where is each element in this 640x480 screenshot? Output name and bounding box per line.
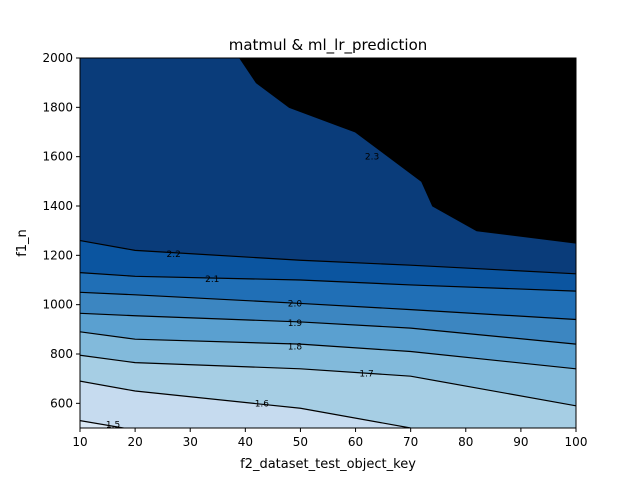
- y-tick-label: 2000: [42, 51, 73, 65]
- contour-labels: 1.5 1.6 1.7 1.8 1.9 2.0 2.1 2.2 2.3: [106, 153, 379, 431]
- contour-label: 1.5: [106, 420, 120, 430]
- y-tick-label: 800: [50, 347, 73, 361]
- contour-label: 1.6: [255, 399, 270, 409]
- contour-line: [80, 291, 576, 321]
- contour-label: 1.9: [288, 319, 303, 329]
- x-tick-label: 90: [513, 435, 528, 449]
- contour-band: [239, 58, 576, 243]
- y-tick-label: 1400: [42, 199, 73, 213]
- contour-line: [80, 312, 576, 345]
- x-tick-label: 100: [565, 435, 588, 449]
- contour-line: [80, 380, 411, 428]
- x-axis-label: f2_dataset_test_object_key: [240, 457, 416, 472]
- chart-title: matmul & ml_lr_prediction: [229, 36, 428, 55]
- x-tick-label: 10: [72, 435, 87, 449]
- y-tick-label: 1200: [42, 248, 73, 262]
- contour-line: [80, 420, 128, 428]
- y-tick-label: 1600: [42, 150, 73, 164]
- contour-lines: [80, 58, 576, 428]
- plot-frame: [79, 57, 577, 429]
- contour-line: [239, 58, 576, 244]
- contour-label: 2.3: [365, 153, 379, 163]
- x-tick-label: 60: [348, 435, 363, 449]
- y-tick-label: 600: [50, 396, 73, 410]
- y-tick-label: 1800: [42, 100, 73, 114]
- x-axis: 10 20 30 40 50 60 70 80 90 100: [72, 428, 587, 449]
- x-tick-label: 30: [183, 435, 198, 449]
- contour-bands: [80, 58, 576, 428]
- contour-label: 2.1: [205, 275, 219, 285]
- contour-label: 2.0: [288, 299, 303, 309]
- y-axis-label: f1_n: [15, 229, 30, 257]
- x-tick-label: 70: [403, 435, 418, 449]
- x-tick-label: 40: [238, 435, 253, 449]
- x-tick-label: 50: [293, 435, 308, 449]
- contour-line: [80, 354, 576, 407]
- contour-label: 2.2: [167, 250, 181, 260]
- contour-label: 1.7: [359, 370, 373, 380]
- contour-label: 1.8: [288, 343, 303, 353]
- contour-line: [80, 331, 576, 370]
- y-tick-label: 1000: [42, 298, 73, 312]
- contour-line: [80, 239, 576, 275]
- x-tick-label: 80: [458, 435, 473, 449]
- y-axis: 600 800 1000 1200 1400 1600 1800 2000: [42, 51, 80, 410]
- x-tick-label: 20: [127, 435, 142, 449]
- contour-line: [80, 272, 576, 292]
